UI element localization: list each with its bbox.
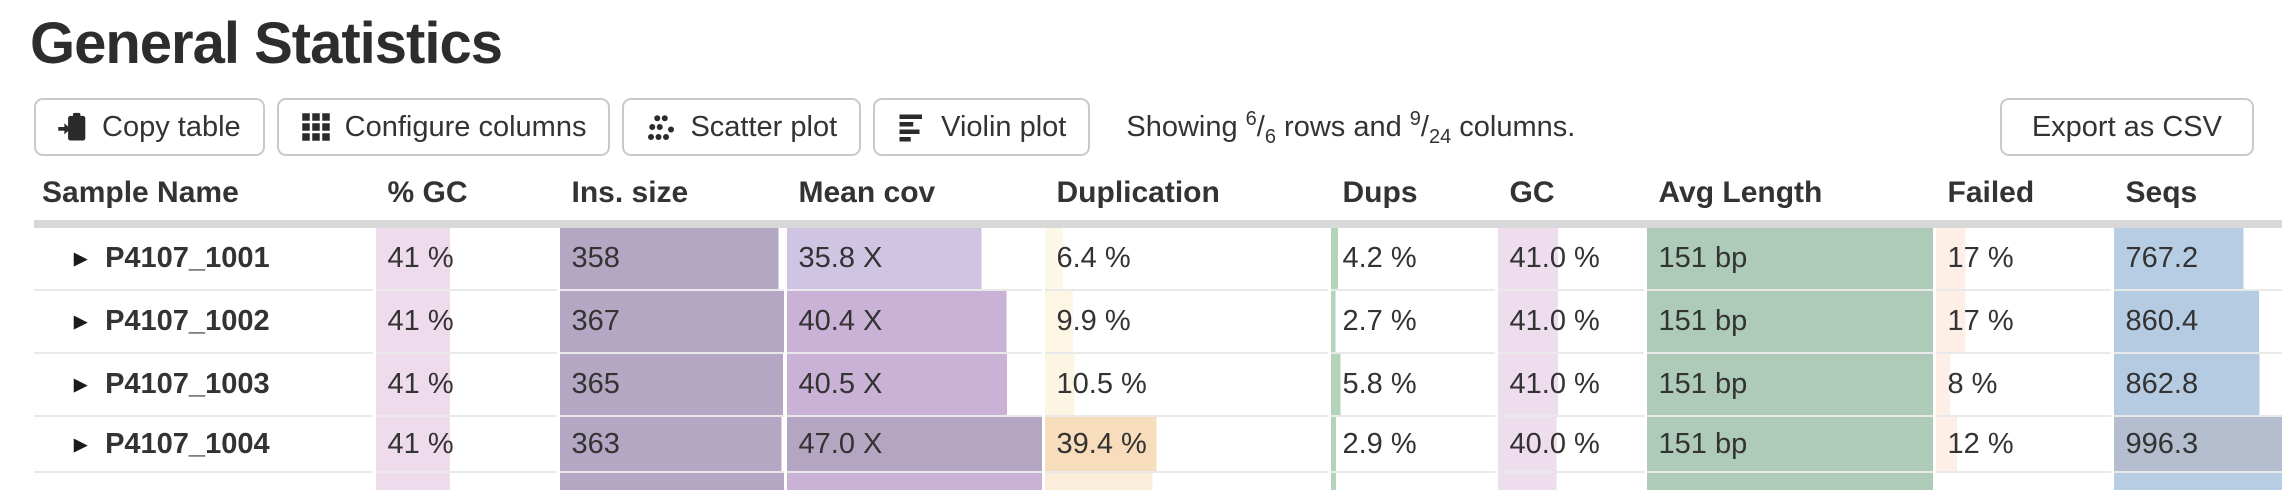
cell-duplication: 39.4 % xyxy=(1041,415,1329,472)
cell-mean-cov: 40.4 X xyxy=(783,289,1043,353)
table-row: ▶ P4107_1004 41 % 363 47.0 X 39.4 % 2.9 % 40.0 … xyxy=(34,415,2282,472)
cell-pct-gc: 41 % xyxy=(372,224,558,290)
scatter-dots-icon xyxy=(646,112,676,142)
page-title: General Statistics xyxy=(30,11,503,76)
cell-duplication: 9.9 % xyxy=(1041,289,1329,353)
cell-seqs: 860.4 xyxy=(2110,289,2282,353)
cell-avg-length xyxy=(1643,471,1934,490)
scatter-plot-label: Scatter plot xyxy=(690,110,838,143)
sample-name-cell[interactable]: ▶ P4107_1004 xyxy=(34,415,374,472)
paste-clipboard-icon xyxy=(58,111,88,143)
cell-failed xyxy=(1932,471,2112,490)
scatter-plot-button[interactable]: Scatter plot xyxy=(622,98,862,156)
cell-dups: 4.2 % xyxy=(1327,224,1496,290)
column-header-duplication[interactable]: Duplication xyxy=(1041,172,1329,228)
cell-gc xyxy=(1494,471,1645,490)
cell-dups: 2.9 % xyxy=(1327,415,1496,472)
cell-failed: 17 % xyxy=(1932,289,2112,353)
cell-dups: 5.8 % xyxy=(1327,352,1496,416)
cell-ins-size xyxy=(556,471,785,490)
column-header-gc[interactable]: GC xyxy=(1494,172,1645,228)
cell-failed: 12 % xyxy=(1932,415,2112,472)
general-statistics-table: Sample Name% GC Ins. size Mean cov Duplicat… xyxy=(34,172,2282,490)
sample-name-cell[interactable] xyxy=(34,471,374,490)
rows-shown: 6 xyxy=(1245,107,1257,130)
column-header-avg-length[interactable]: Avg Length xyxy=(1643,172,1934,228)
grid-icon xyxy=(301,112,331,142)
column-header-mean-cov[interactable]: Mean cov xyxy=(783,172,1043,228)
export-csv-label: Export as CSV xyxy=(2031,110,2222,143)
sample-name: P4107_1001 xyxy=(105,242,270,274)
cell-failed: 8 % xyxy=(1932,352,2112,416)
cell-dups: 2.7 % xyxy=(1327,289,1496,353)
sample-name-cell[interactable]: ▶ P4107_1001 xyxy=(34,224,374,290)
cell-seqs: 767.2 xyxy=(2110,224,2282,290)
column-header-pct-gc[interactable]: % GC xyxy=(372,172,558,228)
table-body: ▶ P4107_1001 41 % 358 35.8 X 6.4 % 4.2 % 41.0 %… xyxy=(34,224,2282,490)
cell-avg-length: 151 bp xyxy=(1643,289,1934,353)
cell-avg-length: 151 bp xyxy=(1643,415,1934,472)
cell-failed: 17 % xyxy=(1932,224,2112,290)
expand-row-icon[interactable]: ▶ xyxy=(74,312,88,331)
cell-mean-cov: 47.0 X xyxy=(783,415,1043,472)
expand-row-icon[interactable]: ▶ xyxy=(74,375,88,394)
cell-ins-size: 367 xyxy=(556,289,785,353)
table-toolbar: Copy table Configure columns Scatter xyxy=(34,98,2254,156)
cell-seqs: 862.8 xyxy=(2110,352,2282,416)
horizontal-bars-icon xyxy=(897,112,927,142)
expand-row-icon[interactable]: ▶ xyxy=(74,249,88,268)
violin-plot-label: Violin plot xyxy=(941,110,1067,143)
cell-avg-length: 151 bp xyxy=(1643,352,1934,416)
column-header-sample-name[interactable]: Sample Name xyxy=(34,172,374,228)
cell-mean-cov: 35.8 X xyxy=(783,224,1043,290)
cell-duplication: 6.4 % xyxy=(1041,224,1329,290)
table-row xyxy=(34,471,2282,490)
table-row: ▶ P4107_1003 41 % 365 40.5 X 10.5 % 5.8 % 41.0 … xyxy=(34,352,2282,416)
sample-name: P4107_1003 xyxy=(105,368,270,400)
expand-row-icon[interactable]: ▶ xyxy=(74,434,88,454)
cell-ins-size: 358 xyxy=(556,224,785,290)
table-row: ▶ P4107_1002 41 % 367 40.4 X 9.9 % 2.7 % 41.0 %… xyxy=(34,289,2282,353)
cell-pct-gc xyxy=(372,471,558,490)
cell-gc: 41.0 % xyxy=(1494,289,1645,353)
cell-duplication: 10.5 % xyxy=(1041,352,1329,416)
cell-pct-gc: 41 % xyxy=(372,289,558,353)
sample-name-cell[interactable]: ▶ P4107_1002 xyxy=(34,289,374,353)
violin-plot-button[interactable]: Violin plot xyxy=(873,98,1091,156)
cell-duplication xyxy=(1041,471,1329,490)
header-row: Sample Name% GC Ins. size Mean cov Duplicat… xyxy=(34,172,2282,228)
cell-pct-gc: 41 % xyxy=(372,352,558,416)
cell-ins-size: 365 xyxy=(556,352,785,416)
table-header: Sample Name% GC Ins. size Mean cov Duplicat… xyxy=(34,172,2282,228)
cell-seqs xyxy=(2110,471,2282,490)
cell-seqs: 996.3 xyxy=(2110,415,2282,472)
rows-total: 6 xyxy=(1264,125,1276,148)
copy-table-button[interactable]: Copy table xyxy=(34,98,265,156)
cell-gc: 40.0 % xyxy=(1494,415,1645,472)
cell-pct-gc: 41 % xyxy=(372,415,558,472)
sample-name-cell[interactable]: ▶ P4107_1003 xyxy=(34,352,374,416)
sample-name: P4107_1002 xyxy=(105,305,270,337)
cell-gc: 41.0 % xyxy=(1494,352,1645,416)
rows-columns-summary: Showing 6/6 rows and 9/24 columns. xyxy=(1126,107,1576,148)
cell-gc: 41.0 % xyxy=(1494,224,1645,290)
column-header-seqs[interactable]: Seqs xyxy=(2110,172,2282,228)
column-header-dups[interactable]: Dups xyxy=(1327,172,1496,228)
cell-avg-length: 151 bp xyxy=(1643,224,1934,290)
configure-columns-label: Configure columns xyxy=(344,110,587,143)
cell-mean-cov xyxy=(783,471,1043,490)
export-csv-button[interactable]: Export as CSV xyxy=(1999,98,2254,156)
configure-columns-button[interactable]: Configure columns xyxy=(276,98,611,156)
cols-shown: 9 xyxy=(1409,107,1421,130)
cell-dups xyxy=(1327,471,1496,490)
copy-table-label: Copy table xyxy=(102,110,241,143)
cell-ins-size: 363 xyxy=(556,415,785,472)
column-header-ins-size[interactable]: Ins. size xyxy=(556,172,785,228)
cell-mean-cov: 40.5 X xyxy=(783,352,1043,416)
sample-name: P4107_1004 xyxy=(105,427,270,460)
table-row: ▶ P4107_1001 41 % 358 35.8 X 6.4 % 4.2 % 41.0 %… xyxy=(34,224,2282,290)
cols-total: 24 xyxy=(1428,125,1452,148)
column-header-failed[interactable]: Failed xyxy=(1932,172,2112,228)
